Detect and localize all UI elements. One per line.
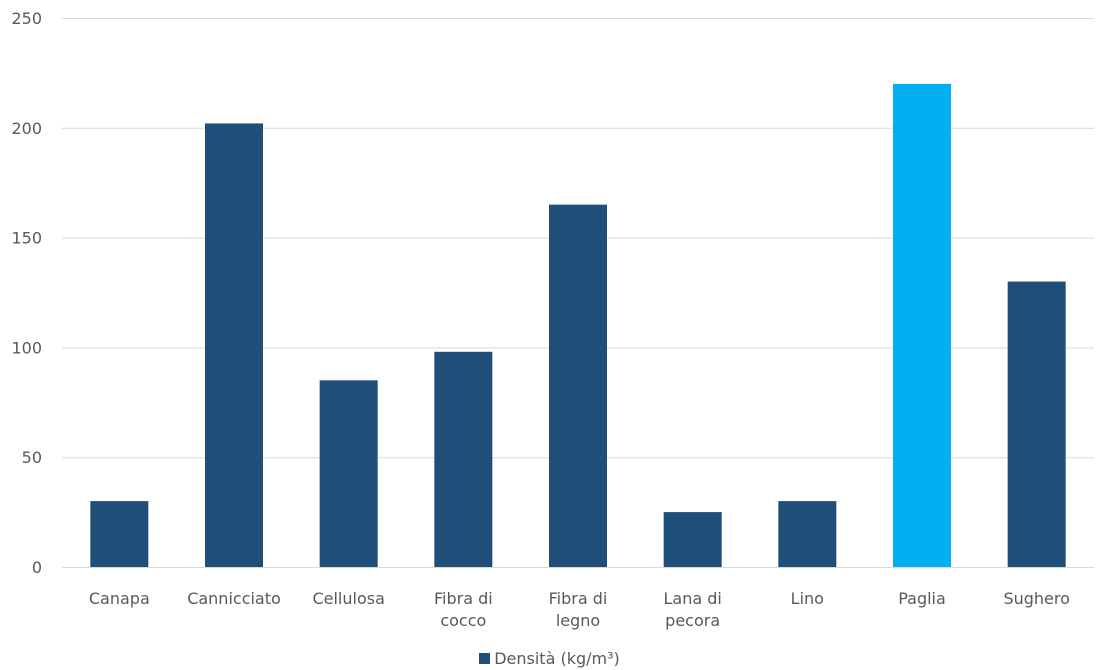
bar <box>319 380 378 567</box>
x-tick-label: cocco <box>440 611 486 630</box>
bar <box>663 512 722 567</box>
y-tick-label: 50 <box>22 448 42 467</box>
y-tick-label: 0 <box>32 558 42 577</box>
x-tick-label: legno <box>556 611 600 630</box>
bar <box>205 123 263 568</box>
x-tick-label: Lino <box>791 589 824 608</box>
bar <box>434 351 493 567</box>
y-tick-label: 100 <box>11 338 42 357</box>
x-tick-label: Cannicciato <box>187 589 281 608</box>
y-tick-label: 250 <box>11 9 42 28</box>
x-tick-label: Canapa <box>89 589 150 608</box>
legend: Densità (kg/m³) <box>0 649 1099 668</box>
x-tick-label: Lana di <box>663 589 721 608</box>
bar <box>1007 281 1066 567</box>
bar <box>893 83 951 567</box>
bar <box>549 204 607 567</box>
bar <box>778 501 837 567</box>
y-tick-label: 150 <box>11 229 42 248</box>
bar <box>90 501 149 567</box>
x-tick-label: pecora <box>665 611 720 630</box>
x-tick-label: Paglia <box>898 589 946 608</box>
x-tick-label: Fibra di <box>549 589 608 608</box>
y-tick-label: 200 <box>11 119 42 138</box>
bar-chart: 0 50 100 150 200 250 Canapa Cannicciato Cellulos… <box>11 9 1094 630</box>
legend-swatch <box>479 653 491 664</box>
x-tick-label: Fibra di <box>434 589 493 608</box>
legend-label: Densità (kg/m³) <box>494 649 620 668</box>
x-tick-label: Cellulosa <box>312 589 384 608</box>
x-tick-label: Sughero <box>1003 589 1069 608</box>
